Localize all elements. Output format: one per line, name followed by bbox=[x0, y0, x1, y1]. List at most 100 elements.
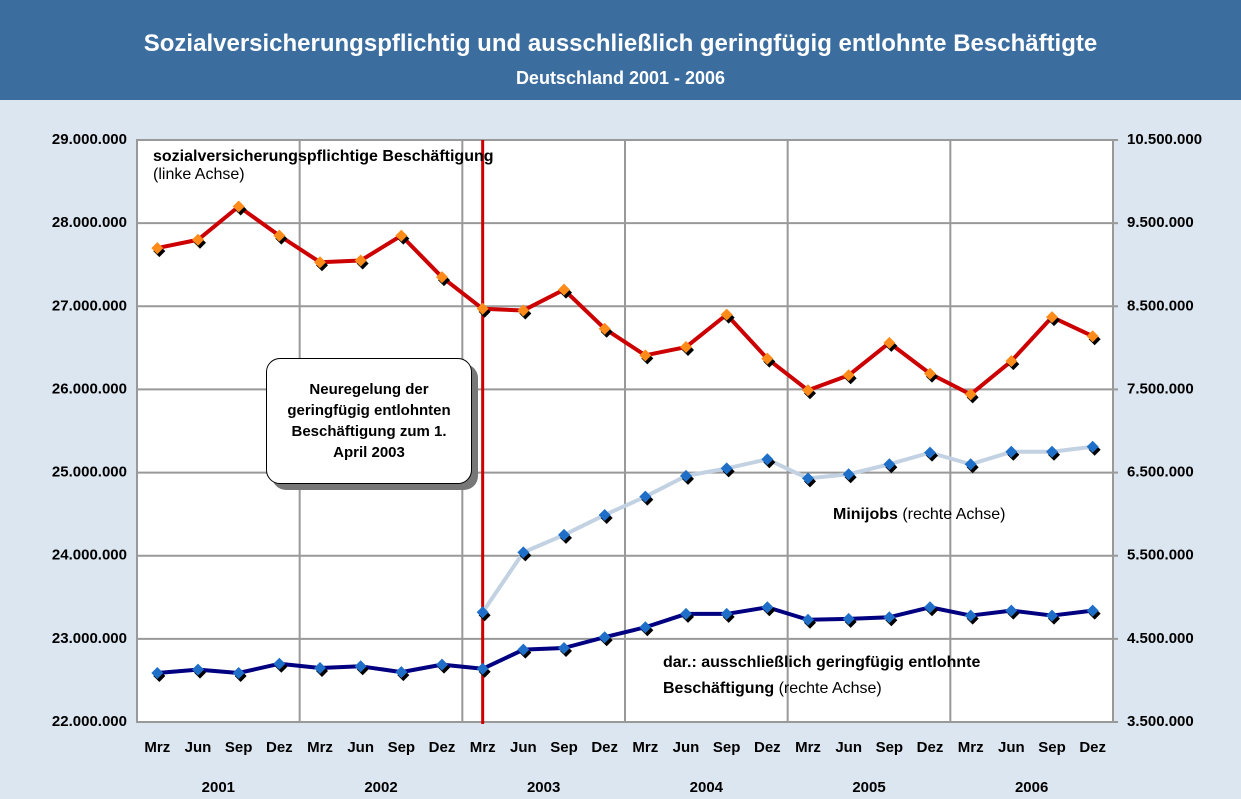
x-tick-label: Mrz bbox=[470, 739, 496, 756]
marker bbox=[1086, 604, 1101, 620]
marker-face bbox=[1046, 311, 1058, 324]
marker bbox=[558, 642, 572, 658]
marker bbox=[680, 607, 694, 623]
marker bbox=[598, 631, 613, 647]
marker bbox=[761, 352, 776, 368]
year-label: 2004 bbox=[690, 779, 724, 796]
marker bbox=[1086, 330, 1101, 346]
y2-tick-label: 4.500.000 bbox=[1127, 630, 1194, 647]
series-note: (rechte Achse) bbox=[778, 680, 882, 697]
marker bbox=[517, 643, 532, 659]
x-tick-label: Mrz bbox=[144, 739, 170, 756]
marker bbox=[964, 609, 979, 625]
marker bbox=[476, 302, 491, 318]
marker bbox=[720, 607, 735, 623]
marker bbox=[436, 271, 450, 287]
y-tick-label: 22.000.000 bbox=[52, 713, 127, 730]
marker bbox=[558, 528, 572, 544]
marker bbox=[314, 256, 328, 272]
marker bbox=[883, 611, 898, 627]
marker-face bbox=[924, 601, 936, 614]
marker-face bbox=[924, 446, 936, 459]
y2-tick-label: 6.500.000 bbox=[1127, 464, 1194, 481]
marker-face bbox=[761, 352, 774, 365]
x-tick-label: Dez bbox=[1079, 739, 1106, 756]
year-label: 2005 bbox=[852, 779, 885, 796]
marker bbox=[639, 621, 654, 637]
marker bbox=[395, 666, 410, 682]
marker-face bbox=[558, 642, 570, 655]
marker bbox=[476, 606, 491, 622]
marker-face bbox=[232, 666, 245, 679]
marker-face bbox=[1086, 330, 1099, 343]
marker-face bbox=[761, 453, 774, 466]
x-tick-label: Sep bbox=[225, 739, 253, 756]
marker-face bbox=[883, 336, 896, 349]
marker-face bbox=[639, 621, 652, 634]
marker-face bbox=[842, 468, 855, 481]
marker bbox=[354, 254, 369, 270]
marker bbox=[924, 446, 938, 462]
marker bbox=[842, 369, 857, 385]
x-tick-label: Jun bbox=[998, 739, 1025, 756]
marker-face bbox=[802, 384, 814, 397]
marker bbox=[192, 663, 206, 679]
marker-face bbox=[273, 657, 286, 670]
marker-face bbox=[680, 607, 692, 620]
marker bbox=[1086, 440, 1101, 456]
marker-face bbox=[1046, 609, 1058, 622]
x-tick-label: Jun bbox=[510, 739, 537, 756]
marker bbox=[273, 657, 288, 673]
marker-face bbox=[314, 256, 326, 269]
x-tick-label: Mrz bbox=[795, 739, 821, 756]
x-tick-label: Dez bbox=[917, 739, 944, 756]
marker bbox=[1005, 355, 1020, 371]
callout: Neuregelung der geringfügig entlohnten B… bbox=[266, 358, 472, 484]
marker-face bbox=[436, 658, 448, 671]
marker bbox=[395, 229, 410, 245]
x-tick-label: Mrz bbox=[958, 739, 984, 756]
x-tick-label: Jun bbox=[347, 739, 374, 756]
header: Sozialversicherungspflichtig und ausschl… bbox=[0, 0, 1241, 100]
year-label: 2003 bbox=[527, 779, 560, 796]
marker bbox=[842, 468, 857, 484]
marker bbox=[354, 660, 369, 676]
y-tick-label: 27.000.000 bbox=[52, 297, 127, 314]
chart-subtitle: Deutschland 2001 - 2006 bbox=[515, 68, 726, 88]
marker-face bbox=[883, 458, 896, 471]
marker bbox=[314, 661, 328, 677]
marker bbox=[517, 546, 532, 562]
callout-text: Neuregelung der geringfügig entlohnten B… bbox=[287, 381, 451, 461]
marker-face bbox=[1005, 604, 1018, 617]
marker bbox=[964, 388, 979, 404]
x-tick-label: Dez bbox=[266, 739, 293, 756]
marker bbox=[761, 601, 776, 617]
y2-tick-label: 5.500.000 bbox=[1127, 547, 1194, 564]
marker bbox=[1046, 445, 1060, 461]
series-name: Minijobs bbox=[833, 506, 898, 523]
marker bbox=[924, 367, 938, 383]
marker bbox=[680, 341, 694, 357]
marker-face bbox=[476, 662, 489, 675]
marker-face bbox=[517, 546, 530, 559]
x-tick-label: Dez bbox=[429, 739, 456, 756]
marker-face bbox=[476, 606, 489, 619]
marker-face bbox=[192, 663, 204, 676]
series-line bbox=[157, 605, 1093, 675]
marker-face bbox=[598, 508, 611, 521]
marker bbox=[1046, 311, 1060, 327]
marker-face bbox=[558, 283, 570, 296]
marker bbox=[680, 469, 694, 485]
x-tick-label: Dez bbox=[591, 739, 618, 756]
marker bbox=[883, 458, 898, 474]
marker-face bbox=[842, 612, 855, 625]
x-tick-label: Sep bbox=[876, 739, 904, 756]
marker-face bbox=[517, 304, 530, 317]
marker bbox=[192, 233, 206, 249]
series-note: (rechte Achse) bbox=[902, 506, 1006, 523]
marker bbox=[802, 384, 816, 400]
marker-face bbox=[314, 661, 326, 674]
marker bbox=[517, 304, 532, 320]
marker-face bbox=[558, 528, 570, 541]
